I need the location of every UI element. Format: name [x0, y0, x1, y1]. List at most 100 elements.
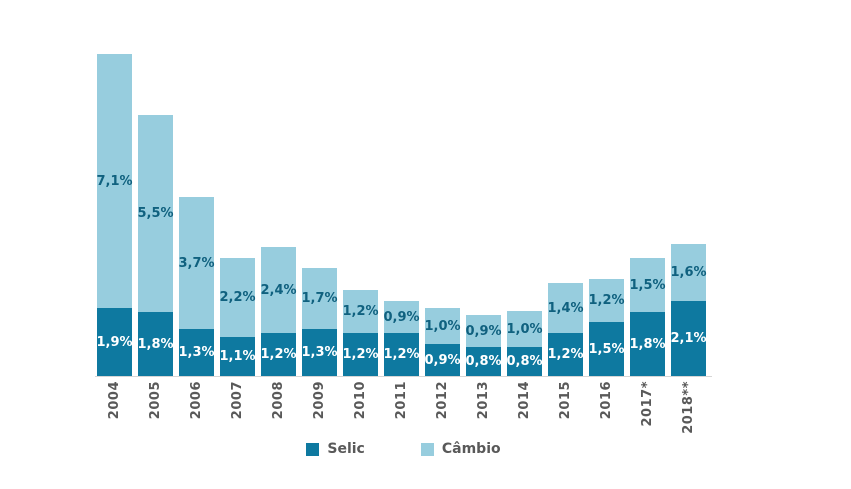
x-axis-label-2005: 2005 — [138, 381, 173, 443]
x-axis-label-2011: 2011 — [384, 381, 419, 443]
bar-segment-selic: 1,8% — [137, 312, 174, 376]
bar-segment-selic: 0,8% — [506, 347, 543, 376]
x-axis-line — [95, 376, 712, 377]
bar-segment-cambio: 1,2% — [588, 279, 625, 322]
legend: Selic Câmbio — [97, 442, 710, 456]
legend-label: Câmbio — [441, 441, 501, 457]
x-axis-label-2018**: 2018** — [671, 381, 706, 443]
selic-value-label: 0,8% — [506, 354, 543, 369]
year-label: 2013 — [476, 381, 491, 420]
bar-segment-selic: 0,8% — [465, 347, 502, 376]
selic-value-label: 1,5% — [588, 341, 625, 357]
cambio-value-label: 2,2% — [219, 290, 256, 305]
selic-value-label: 1,1% — [219, 349, 256, 364]
x-axis-label-2015: 2015 — [548, 381, 583, 443]
bar-segment-cambio: 1,2% — [342, 290, 379, 333]
bar-2007: 2,2% 1,1% — [219, 258, 256, 376]
bar-2009: 1,7% 1,3% — [301, 268, 338, 376]
year-label: 2015 — [558, 381, 573, 420]
x-axis-label-2008: 2008 — [261, 381, 296, 443]
bar-segment-selic: 2,1% — [670, 301, 707, 376]
bar-segment-selic: 1,2% — [342, 333, 379, 376]
bar-segment-selic: 1,2% — [547, 333, 584, 376]
bar-segment-selic: 1,2% — [383, 333, 420, 376]
bar-2017*: 1,5% 1,8% — [629, 258, 666, 376]
bar-segment-selic: 1,3% — [301, 329, 338, 376]
cambio-value-label: 3,7% — [178, 255, 215, 271]
selic-value-label: 1,3% — [301, 345, 338, 360]
year-label: 2018** — [681, 381, 696, 434]
bar-segment-cambio: 3,7% — [178, 197, 215, 329]
bar-segment-cambio: 5,5% — [137, 115, 174, 312]
bar-2016: 1,2% 1,5% — [588, 279, 625, 376]
bar-2010: 1,2% 1,2% — [342, 290, 379, 376]
bar-2005: 5,5% 1,8% — [137, 115, 174, 376]
cambio-value-label: 0,9% — [383, 309, 420, 325]
cambio-value-label: 2,4% — [260, 282, 297, 298]
x-axis-label-2016: 2016 — [589, 381, 624, 443]
x-axis-label-2017*: 2017* — [630, 381, 665, 443]
selic-value-label: 2,1% — [670, 331, 707, 346]
year-label: 2010 — [353, 381, 368, 420]
bar-2004: 7,1% 1,9% — [96, 54, 133, 376]
selic-value-label: 1,2% — [260, 347, 297, 362]
bar-segment-cambio: 0,9% — [465, 315, 502, 347]
cambio-value-label: 0,9% — [465, 323, 502, 339]
bar-segment-cambio: 2,4% — [260, 247, 297, 333]
legend-item-cambio: Câmbio — [420, 441, 501, 457]
bar-segment-cambio: 1,5% — [629, 258, 666, 312]
selic-value-label: 1,8% — [137, 336, 174, 352]
bar-segment-cambio: 1,0% — [506, 311, 543, 347]
cambio-value-label: 1,2% — [588, 293, 625, 308]
selic-value-label: 1,3% — [178, 345, 215, 360]
selic-value-label: 1,2% — [547, 347, 584, 362]
bar-2014: 1,0% 0,8% — [506, 311, 543, 376]
x-axis-label-2012: 2012 — [425, 381, 460, 443]
bar-2008: 2,4% 1,2% — [260, 247, 297, 376]
bar-segment-cambio: 1,4% — [547, 283, 584, 333]
bar-segment-selic: 1,3% — [178, 329, 215, 376]
year-label: 2004 — [107, 381, 122, 420]
x-axis-label-2004: 2004 — [97, 381, 132, 443]
selic-value-label: 1,2% — [383, 347, 420, 362]
cambio-value-label: 5,5% — [137, 206, 174, 221]
x-axis-label-2009: 2009 — [302, 381, 337, 443]
year-label: 2006 — [189, 381, 204, 420]
selic-value-label: 0,9% — [424, 352, 461, 368]
year-label: 2009 — [312, 381, 327, 420]
bar-segment-selic: 1,9% — [96, 308, 133, 376]
bar-segment-selic: 1,5% — [588, 322, 625, 376]
cambio-value-label: 7,1% — [96, 173, 133, 189]
bar-segment-selic: 1,2% — [260, 333, 297, 376]
year-label: 2005 — [148, 381, 163, 420]
legend-label: Selic — [327, 441, 365, 457]
bar-segment-cambio: 1,6% — [670, 244, 707, 301]
year-label: 2012 — [435, 381, 450, 420]
bar-2013: 0,9% 0,8% — [465, 315, 502, 376]
cambio-value-label: 1,7% — [301, 291, 338, 306]
bar-2006: 3,7% 1,3% — [178, 197, 215, 376]
bar-segment-selic: 0,9% — [424, 344, 461, 376]
cambio-value-label: 1,2% — [342, 304, 379, 319]
cambio-value-label: 1,0% — [506, 321, 543, 337]
x-axis-label-2014: 2014 — [507, 381, 542, 443]
legend-item-selic: Selic — [306, 441, 365, 457]
year-label: 2016 — [599, 381, 614, 420]
bar-segment-cambio: 0,9% — [383, 301, 420, 333]
year-label: 2017* — [640, 381, 655, 427]
year-label: 2007 — [230, 381, 245, 420]
plot-area: 7,1% 1,9% 5,5% 1,8% 3,7% 1,3% 2,2% 1,1% 2,4% 1,2%… — [96, 0, 713, 376]
x-axis-labels: 2004 2005 2006 2007 2008 2009 2010 2011 2012 2013… — [97, 381, 713, 443]
bar-segment-cambio: 1,0% — [424, 308, 461, 344]
bar-segment-selic: 1,8% — [629, 312, 666, 376]
bar-2012: 1,0% 0,9% — [424, 308, 461, 376]
x-axis-label-2007: 2007 — [220, 381, 255, 443]
cambio-value-label: 1,5% — [629, 277, 666, 293]
year-label: 2014 — [517, 381, 532, 420]
year-label: 2011 — [394, 381, 409, 420]
x-axis-label-2013: 2013 — [466, 381, 501, 443]
cambio-value-label: 1,4% — [547, 300, 584, 316]
cambio-value-label: 1,6% — [670, 265, 707, 280]
bar-segment-cambio: 1,7% — [301, 268, 338, 329]
